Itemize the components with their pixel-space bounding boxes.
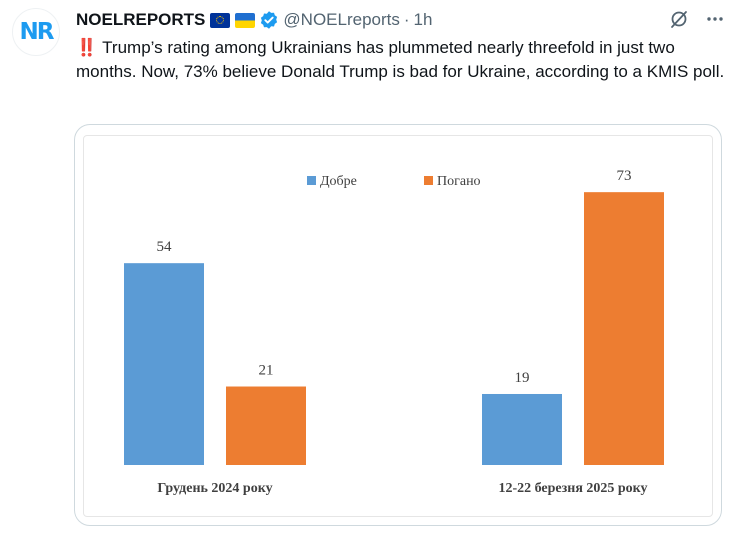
user-handle[interactable]: @NOELreports bbox=[283, 10, 400, 29]
bar-2-2 bbox=[584, 192, 664, 465]
tweet-actions bbox=[668, 8, 726, 30]
data-label-1-2: 21 bbox=[259, 363, 274, 379]
tweet-text: ‼️ Trump’s rating among Ukrainians has pl… bbox=[76, 36, 726, 84]
data-label-2-1: 19 bbox=[515, 370, 530, 386]
ukraine-flag-icon bbox=[235, 12, 256, 28]
avatar[interactable]: NR bbox=[12, 8, 60, 56]
more-icon[interactable] bbox=[704, 8, 726, 30]
bar-1-1 bbox=[124, 263, 204, 465]
eu-flag-icon bbox=[210, 12, 231, 28]
data-label-1-1: 54 bbox=[157, 239, 173, 255]
grok-icon[interactable] bbox=[668, 8, 690, 30]
bar-2-1 bbox=[482, 393, 562, 465]
verified-badge-icon[interactable] bbox=[259, 10, 279, 30]
display-name[interactable]: NOELREPORTS bbox=[76, 10, 206, 29]
data-label-2-2: 73 bbox=[617, 168, 632, 184]
tweet-header: NOELREPORTS @NOELreports · 1h bbox=[76, 8, 724, 32]
timestamp[interactable]: 1h bbox=[413, 10, 433, 29]
category-label-2: 12-22 березня 2025 року bbox=[498, 481, 647, 496]
avatar-logo-text: NR bbox=[19, 19, 55, 45]
chart-frame: Добре Погано 54 21 Грудень 2024 року 19 73 12-2… bbox=[83, 135, 713, 517]
legend-swatch-2 bbox=[424, 176, 433, 185]
bar-chart: Добре Погано 54 21 Грудень 2024 року 19 73 12-2… bbox=[124, 168, 664, 496]
legend-swatch-1 bbox=[307, 176, 316, 185]
tweet-media-image[interactable]: Добре Погано 54 21 Грудень 2024 року 19 73 12-2… bbox=[74, 124, 722, 526]
tweet-body: Trump’s rating among Ukrainians has plum… bbox=[76, 38, 725, 81]
separator-dot: · bbox=[403, 10, 410, 29]
category-label-1: Грудень 2024 року bbox=[157, 481, 272, 496]
double-exclamation-icon: ‼️ bbox=[76, 38, 98, 57]
legend-label-2: Погано bbox=[437, 174, 481, 189]
bar-1-2 bbox=[226, 386, 306, 465]
legend-label-1: Добре bbox=[320, 174, 357, 189]
